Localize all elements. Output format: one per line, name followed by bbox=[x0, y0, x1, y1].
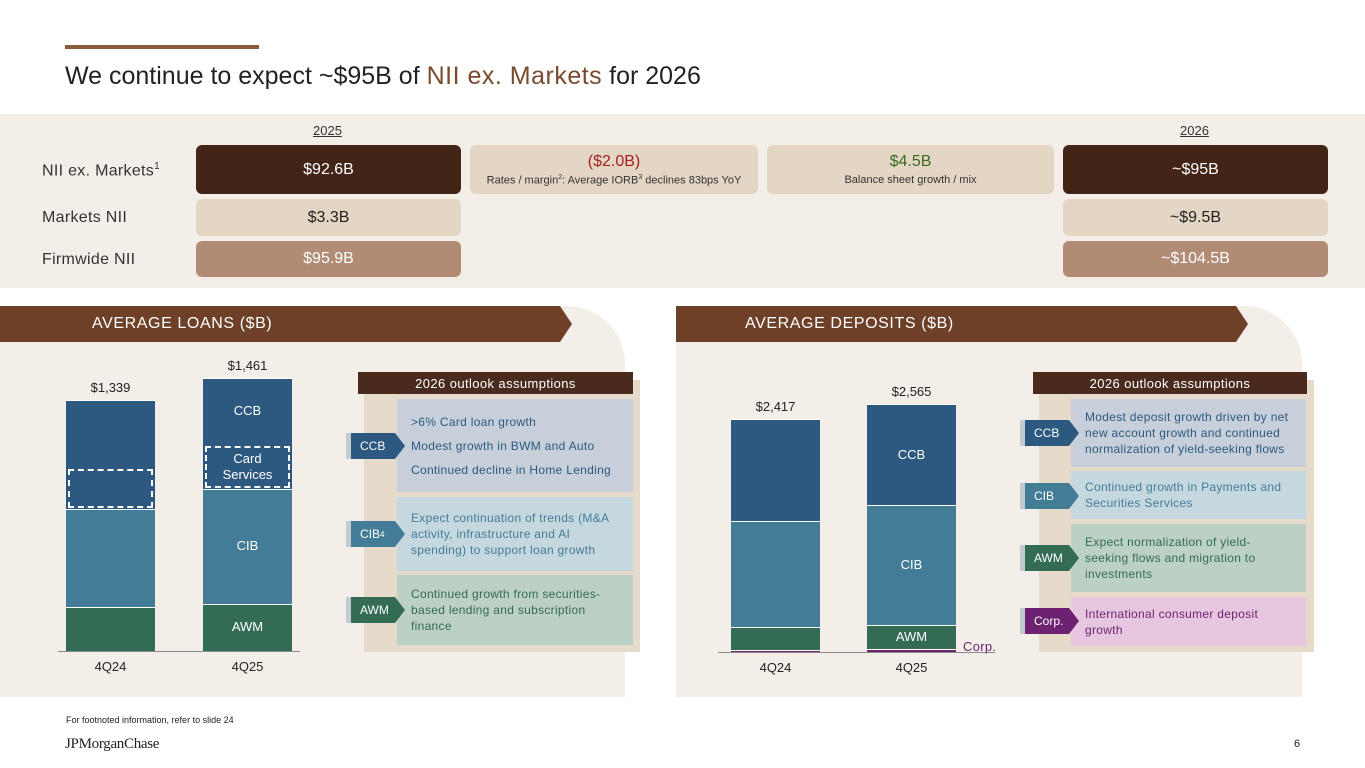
bar-awm-4q24 bbox=[66, 607, 155, 651]
jpmorganchase-logo: JPMorganChase bbox=[65, 736, 160, 752]
bar-ccb-4q25 bbox=[867, 404, 956, 506]
segment-label-awm: AWM bbox=[231, 619, 264, 635]
bar-cib-4q25 bbox=[867, 505, 956, 626]
loans-cib-tag-edge bbox=[346, 521, 352, 547]
loans-ccb-tag: CCB bbox=[351, 433, 405, 459]
footnote: For footnoted information, refer to slid… bbox=[66, 715, 234, 725]
year-2025-label: 2025 bbox=[313, 123, 342, 138]
deposits-chart: $2,417 4Q24 AWM CIB CCB $2,565 4Q25 Corp. bbox=[700, 350, 1030, 690]
loans-ccb-line-1: >6% Card loan growth bbox=[411, 414, 537, 429]
deposits-awm-outlook: Expect normalization of yield-seeking fl… bbox=[1071, 524, 1306, 592]
loans-ccb-tag-edge bbox=[346, 433, 352, 459]
deposits-cib-tag: CIB bbox=[1025, 483, 1079, 509]
bar-cib-4q24 bbox=[731, 521, 820, 628]
total-label-4q24: $2,417 bbox=[755, 398, 796, 414]
loans-awm-outlook: Continued growth from securities-based l… bbox=[397, 575, 633, 645]
segment-label-cib: CIB bbox=[236, 538, 259, 554]
firmwide-nii-2025-value: $95.9B bbox=[196, 241, 461, 277]
deposits-banner: AVERAGE DEPOSITS ($B) bbox=[676, 306, 1248, 342]
bar-ccb-4q25 bbox=[203, 377, 292, 489]
title-accent-bar bbox=[65, 45, 259, 49]
loans-ccb-outlook: >6% Card loan growth Modest growth in BW… bbox=[397, 399, 633, 492]
page-number: 6 bbox=[1294, 738, 1301, 750]
rates-margin-value: ($2.0B) bbox=[587, 152, 641, 170]
total-label-4q24: $1,339 bbox=[90, 380, 131, 396]
x-label-4q24: 4Q24 bbox=[94, 659, 127, 674]
deposits-corp-tag: Corp. bbox=[1025, 608, 1079, 634]
deposits-corp-tag-edge bbox=[1020, 608, 1026, 634]
markets-nii-label: Markets NII bbox=[42, 209, 128, 226]
balance-sheet-value: $4.5B bbox=[889, 153, 932, 170]
loans-chart: $1,339 4Q24 AWM CIB CCB Card Services $1,461 4Q2… bbox=[0, 350, 330, 690]
nii-ex-markets-2026-value: ~$95B bbox=[1063, 145, 1328, 194]
rates-margin-bridge: ($2.0B) Rates / margin2: Average IORB3 d… bbox=[470, 145, 758, 194]
x-axis-line bbox=[718, 652, 995, 653]
page-title: We continue to expect ~$95B of NII ex. M… bbox=[65, 62, 701, 90]
corp-series-label: Corp. bbox=[963, 639, 997, 654]
firmwide-nii-label: Firmwide NII bbox=[42, 251, 136, 268]
markets-nii-2026-value: ~$9.5B bbox=[1063, 199, 1328, 236]
bar-awm-4q25 bbox=[203, 603, 292, 651]
segment-label-ccb: CCB bbox=[233, 403, 262, 419]
card-services-subset-4q24 bbox=[68, 468, 153, 509]
loans-ccb-line-3: Continued decline in Home Lending bbox=[411, 462, 612, 477]
nii-ex-markets-label: NII ex. Markets1 bbox=[42, 161, 160, 180]
balance-sheet-note: Balance sheet growth / mix bbox=[844, 174, 977, 186]
total-label-4q25: $2,565 bbox=[891, 384, 932, 400]
nii-ex-markets-2025-value: $92.6B bbox=[196, 145, 461, 194]
total-label-4q25: $1,461 bbox=[227, 357, 268, 373]
bar-cib-4q25 bbox=[203, 488, 292, 604]
deposits-cib-outlook: Continued growth in Payments and Securit… bbox=[1071, 471, 1306, 519]
loans-awm-tag: AWM bbox=[351, 597, 405, 623]
x-label-4q25: 4Q25 bbox=[231, 659, 264, 674]
segment-label-cib: CIB bbox=[900, 557, 923, 573]
x-axis-line bbox=[58, 651, 300, 652]
deposits-outlook-header: 2026 outlook assumptions bbox=[1033, 372, 1307, 394]
bar-corp-4q25 bbox=[867, 649, 956, 652]
deposits-ccb-tag: CCB bbox=[1025, 420, 1079, 446]
x-label-4q25: 4Q25 bbox=[895, 660, 928, 675]
bar-ccb-4q24 bbox=[731, 418, 820, 522]
bar-awm-4q24 bbox=[731, 627, 820, 650]
segment-label-awm: AWM bbox=[895, 629, 928, 645]
loans-banner: AVERAGE LOANS ($B) bbox=[0, 306, 572, 342]
deposits-ccb-tag-edge bbox=[1020, 420, 1026, 446]
bar-ccb-4q24 bbox=[66, 400, 155, 510]
deposits-awm-tag-edge bbox=[1020, 545, 1026, 571]
deposits-awm-tag: AWM bbox=[1025, 545, 1079, 571]
loans-cib-tag: CIB 4 bbox=[351, 521, 405, 547]
year-2026-label: 2026 bbox=[1180, 123, 1209, 138]
rates-margin-note: Rates / margin2: Average IORB3 declines … bbox=[486, 173, 742, 187]
deposits-ccb-outlook: Modest deposit growth driven by net new … bbox=[1071, 399, 1306, 467]
firmwide-nii-2026-value: ~$104.5B bbox=[1063, 241, 1328, 277]
deposits-cib-tag-edge bbox=[1020, 483, 1026, 509]
bar-cib-4q24 bbox=[66, 509, 155, 608]
balance-sheet-bridge: $4.5B Balance sheet growth / mix bbox=[767, 145, 1054, 194]
loans-ccb-line-2: Modest growth in BWM and Auto bbox=[411, 438, 595, 453]
loans-cib-outlook: Expect continuation of trends (M&A activ… bbox=[397, 497, 633, 571]
loans-outlook-header: 2026 outlook assumptions bbox=[358, 372, 633, 394]
card-services-subset-4q25 bbox=[205, 445, 290, 488]
card-services-label: Card Services bbox=[222, 450, 273, 482]
loans-awm-tag-edge bbox=[346, 597, 352, 623]
deposits-corp-outlook: International consumer deposit growth bbox=[1071, 597, 1306, 646]
x-label-4q24: 4Q24 bbox=[759, 660, 792, 675]
markets-nii-2025-value: $3.3B bbox=[196, 199, 461, 236]
bar-awm-4q25 bbox=[867, 625, 956, 650]
bar-corp-4q24 bbox=[731, 649, 820, 652]
segment-label-ccb: CCB bbox=[897, 446, 926, 462]
